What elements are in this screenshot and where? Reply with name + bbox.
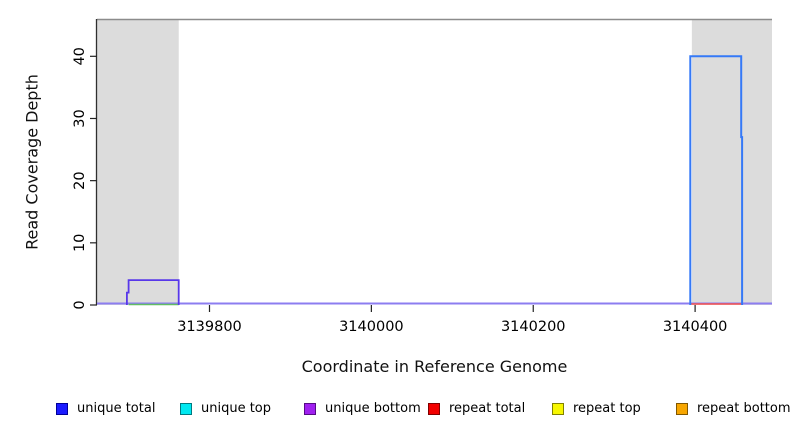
y-axis-title: Read Coverage Depth — [22, 74, 42, 250]
series-unique-total-peak — [689, 55, 744, 305]
series-unique-bottom-block — [126, 279, 180, 305]
y-tick-label: 30 — [72, 109, 88, 127]
y-tick-label: 20 — [72, 171, 88, 189]
x-tick-label: 3139800 — [177, 319, 242, 335]
y-tick-label: 0 — [72, 300, 88, 309]
x-tick-label: 3140200 — [501, 319, 566, 335]
x-tick-label: 3140000 — [339, 319, 404, 335]
x-axis-title: Coordinate in Reference Genome — [301, 357, 568, 376]
left-masked-region-shading — [97, 19, 179, 305]
y-tick-label: 10 — [72, 234, 88, 252]
x-tick-label: 3140400 — [663, 319, 728, 335]
y-tick-label: 40 — [72, 47, 88, 65]
right-masked-region-shading — [691, 19, 772, 305]
